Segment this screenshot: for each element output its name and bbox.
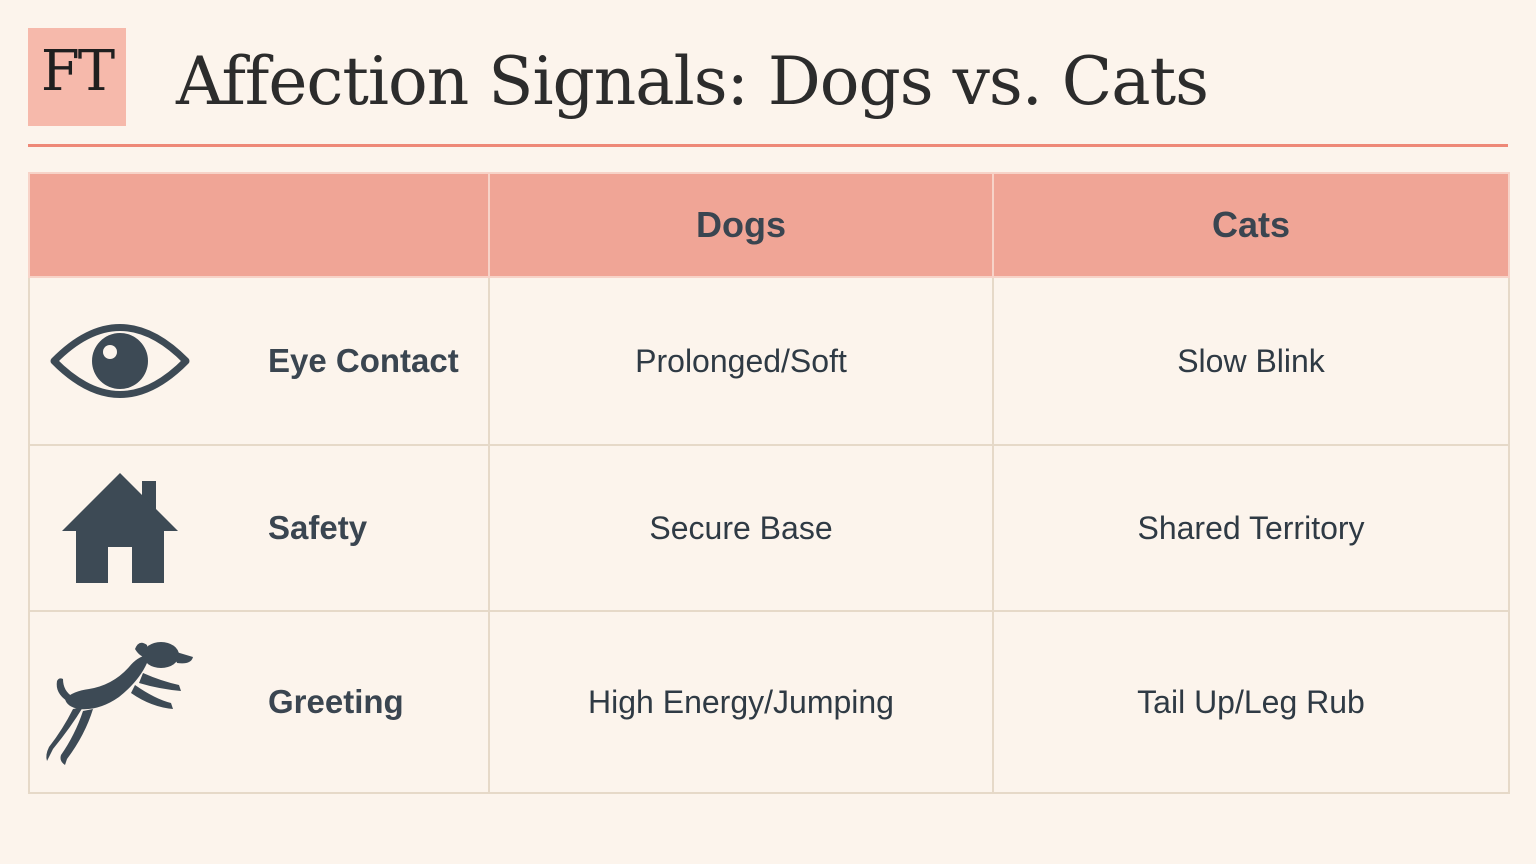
dogs-value: Prolonged/Soft [488,276,994,446]
eye-icon [50,324,190,398]
jumping-dog-icon [46,642,193,765]
signal-label: Eye Contact [268,342,459,379]
header-cats: Cats [992,172,1510,278]
table-row: Eye Contact Prolonged/Soft Slow Blink [28,276,1510,446]
signal-cell: Eye Contact [28,276,490,446]
page-title: Affection Signals: Dogs vs. Cats [176,43,1209,120]
signal-cell: Greeting [28,610,490,794]
comparison-table: Dogs Cats Eye Contact [28,172,1510,794]
cats-value: Tail Up/Leg Rub [992,610,1510,794]
cats-value: Slow Blink [992,276,1510,446]
signal-label: Greeting [268,683,404,720]
table-row: Greeting High Energy/Jumping Tail Up/Leg… [28,610,1510,794]
dogs-value: High Energy/Jumping [488,610,994,794]
ft-logo: FT [28,28,126,126]
header-blank-cell [28,172,490,278]
cats-value: Shared Territory [992,444,1510,612]
signal-cell: Safety [28,444,490,612]
table-header-row: Dogs Cats [28,172,1510,278]
house-icon [62,473,178,583]
dogs-value: Secure Base [488,444,994,612]
header-dogs: Dogs [488,172,994,278]
signal-label: Safety [268,509,368,546]
table-row: Safety Secure Base Shared Territory [28,444,1510,612]
title-divider [28,144,1508,147]
